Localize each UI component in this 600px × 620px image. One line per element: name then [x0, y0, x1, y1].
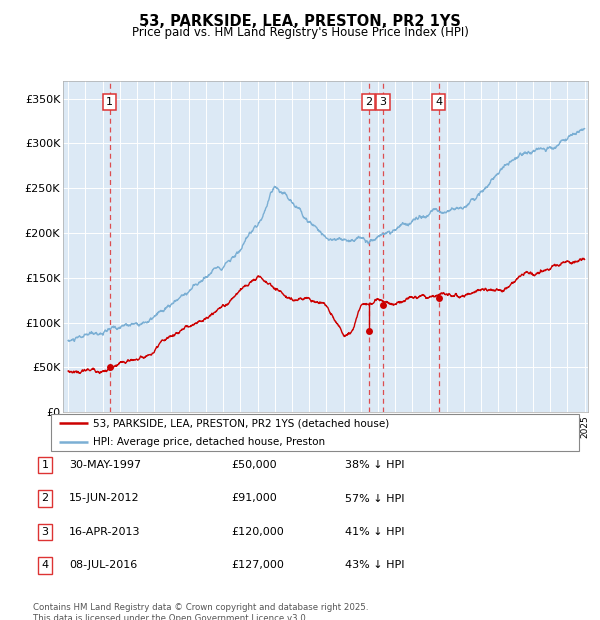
Text: £120,000: £120,000: [231, 527, 284, 537]
Text: 53, PARKSIDE, LEA, PRESTON, PR2 1YS: 53, PARKSIDE, LEA, PRESTON, PR2 1YS: [139, 14, 461, 29]
Text: 3: 3: [41, 527, 49, 537]
Text: 15-JUN-2012: 15-JUN-2012: [69, 494, 140, 503]
Text: Contains HM Land Registry data © Crown copyright and database right 2025.
This d: Contains HM Land Registry data © Crown c…: [33, 603, 368, 620]
Text: 38% ↓ HPI: 38% ↓ HPI: [345, 460, 404, 470]
Text: 30-MAY-1997: 30-MAY-1997: [69, 460, 141, 470]
Text: 43% ↓ HPI: 43% ↓ HPI: [345, 560, 404, 570]
Text: £91,000: £91,000: [231, 494, 277, 503]
Text: 57% ↓ HPI: 57% ↓ HPI: [345, 494, 404, 503]
Text: 08-JUL-2016: 08-JUL-2016: [69, 560, 137, 570]
FancyBboxPatch shape: [51, 414, 579, 451]
Text: 41% ↓ HPI: 41% ↓ HPI: [345, 527, 404, 537]
Text: £127,000: £127,000: [231, 560, 284, 570]
Text: 53, PARKSIDE, LEA, PRESTON, PR2 1YS (detached house): 53, PARKSIDE, LEA, PRESTON, PR2 1YS (det…: [93, 418, 389, 428]
Text: 4: 4: [41, 560, 49, 570]
Text: 16-APR-2013: 16-APR-2013: [69, 527, 140, 537]
Text: Price paid vs. HM Land Registry's House Price Index (HPI): Price paid vs. HM Land Registry's House …: [131, 26, 469, 39]
Text: 1: 1: [106, 97, 113, 107]
Text: £50,000: £50,000: [231, 460, 277, 470]
Text: 2: 2: [365, 97, 372, 107]
Text: HPI: Average price, detached house, Preston: HPI: Average price, detached house, Pres…: [93, 437, 325, 447]
Text: 2: 2: [41, 494, 49, 503]
Text: 1: 1: [41, 460, 49, 470]
Text: 3: 3: [379, 97, 386, 107]
Text: 4: 4: [435, 97, 442, 107]
